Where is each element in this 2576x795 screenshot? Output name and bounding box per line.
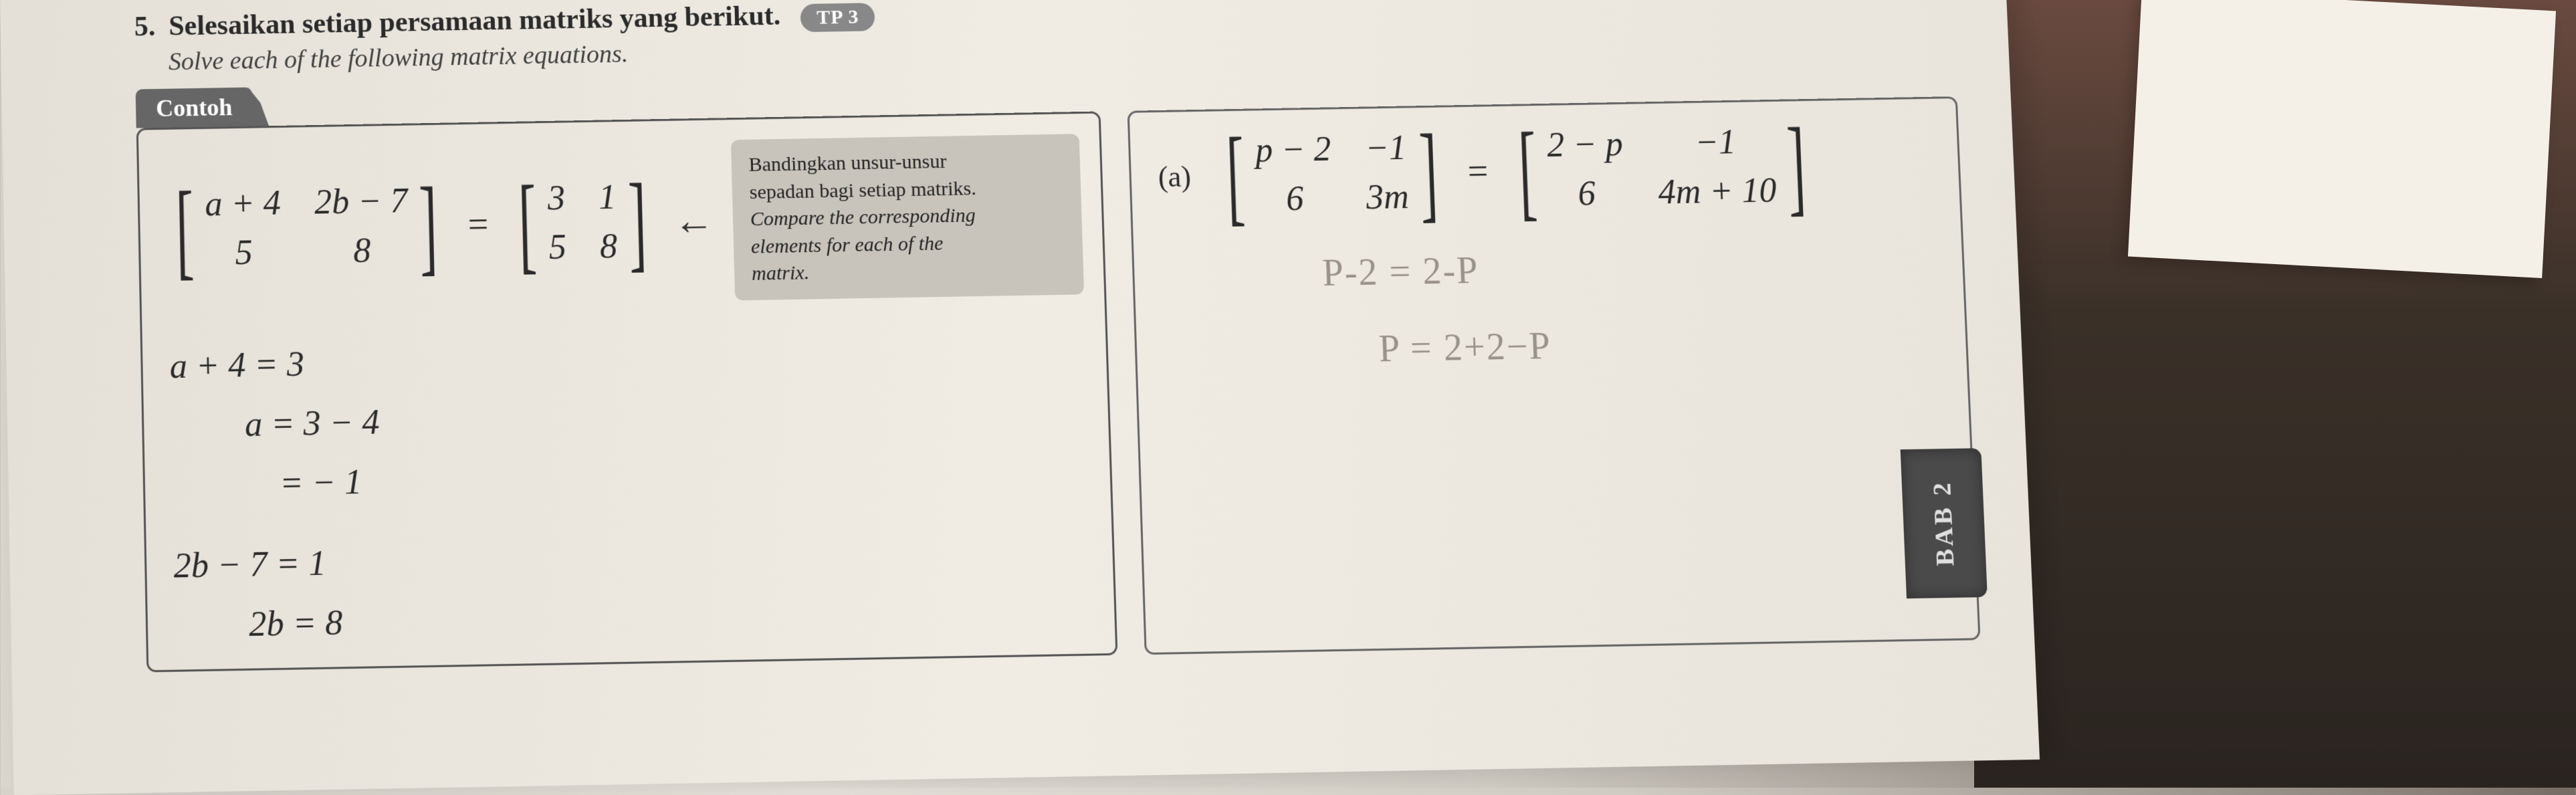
matrix-cell: 2b − 7 bbox=[314, 181, 408, 223]
equals-sign: = bbox=[459, 203, 497, 245]
example-equation-row: [ a + 4 2b − 7 5 8 ] = [ 3 1 5 bbox=[165, 134, 1084, 310]
matrix-cell: p − 2 bbox=[1255, 130, 1331, 171]
example-lhs-matrix: [ a + 4 2b − 7 5 8 ] bbox=[166, 181, 447, 274]
matrix-cell: −1 bbox=[1656, 122, 1776, 163]
workbook-page: 5. Selesaikan setiap persamaan matriks y… bbox=[0, 0, 2040, 795]
question-text-malay: Selesaikan setiap persamaan matriks yang… bbox=[169, 0, 781, 43]
bracket-left-icon: [ bbox=[1517, 132, 1538, 208]
matrix-cell: 5 bbox=[548, 227, 567, 267]
question-number: 5. bbox=[134, 11, 155, 43]
matrix-cell: 3m bbox=[1366, 177, 1410, 217]
handwritten-line: P = 2+2−P bbox=[1378, 318, 1940, 370]
tp-badge: TP 3 bbox=[800, 3, 875, 32]
bracket-right-icon: ] bbox=[1786, 128, 1806, 203]
matrix-cell: 2 − p bbox=[1546, 124, 1624, 165]
part-a-rhs-matrix: [ 2 − p −1 6 4m + 10 ] bbox=[1508, 121, 1816, 215]
example-tab: Contoh bbox=[136, 88, 253, 128]
part-label: (a) bbox=[1158, 159, 1192, 194]
example-working: a + 4 = 3 a = 3 − 4 = − 1 2b − 7 = 1 2b … bbox=[169, 321, 1095, 657]
hint-line-italic: matrix. bbox=[752, 255, 1067, 288]
bracket-left-icon: [ bbox=[518, 186, 537, 261]
matrix-cell: −1 bbox=[1364, 128, 1408, 168]
content-columns: [ a + 4 2b − 7 5 8 ] = [ 3 1 5 bbox=[136, 96, 1981, 673]
bracket-left-icon: [ bbox=[175, 192, 195, 267]
part-a-lhs-matrix: [ p − 2 −1 6 3m ] bbox=[1216, 128, 1448, 220]
arrow-left-icon: ← bbox=[673, 197, 715, 244]
bracket-right-icon: ] bbox=[627, 184, 647, 259]
bracket-right-icon: ] bbox=[419, 187, 438, 263]
background-paper-edge bbox=[2128, 0, 2556, 278]
part-a-box: (a) [ p − 2 −1 6 3m ] = [ 2 − p bbox=[1128, 96, 1981, 655]
handwritten-line: P-2 = 2-P bbox=[1321, 241, 1936, 295]
part-a-equation-row: (a) [ p − 2 −1 6 3m ] = [ 2 − p bbox=[1157, 119, 1933, 221]
bracket-right-icon: ] bbox=[1418, 134, 1439, 210]
chapter-side-tab: BAB 2 bbox=[1901, 448, 1988, 598]
bracket-left-icon: [ bbox=[1225, 138, 1245, 213]
matrix-cell: 3 bbox=[547, 179, 566, 219]
example-box: [ a + 4 2b − 7 5 8 ] = [ 3 1 5 bbox=[136, 111, 1118, 672]
equals-sign: = bbox=[1459, 150, 1497, 192]
matrix-cell: 1 bbox=[598, 178, 617, 218]
matrix-cell: a + 4 bbox=[205, 183, 282, 224]
matrix-cell: 8 bbox=[315, 231, 409, 272]
matrix-cell: 8 bbox=[599, 227, 618, 267]
matrix-cell: 6 bbox=[1548, 173, 1626, 214]
matrix-cell: 6 bbox=[1256, 179, 1333, 219]
hint-note-box: Bandingkan unsur-unsur sepadan bagi seti… bbox=[731, 134, 1085, 300]
example-rhs-matrix: [ 3 1 5 8 ] bbox=[509, 177, 656, 268]
matrix-cell: 4m + 10 bbox=[1657, 171, 1777, 212]
matrix-cell: 5 bbox=[205, 233, 282, 273]
